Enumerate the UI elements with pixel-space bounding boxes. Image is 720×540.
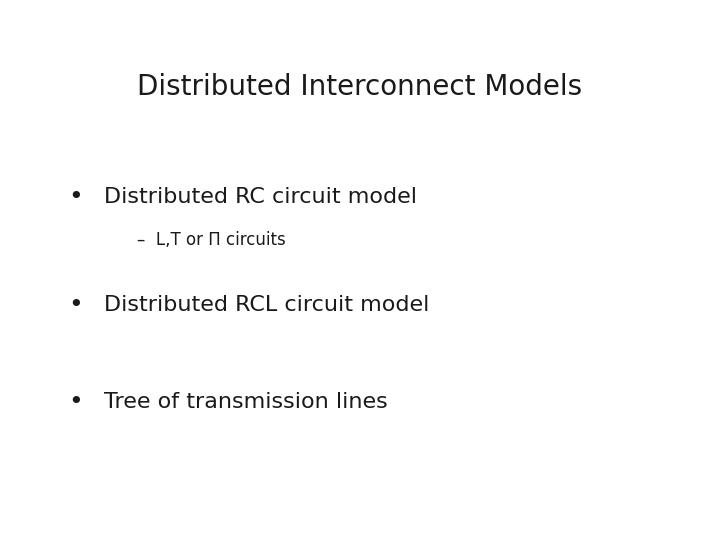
Text: Tree of transmission lines: Tree of transmission lines [104,392,388,413]
Text: •: • [68,185,83,209]
Text: Distributed RCL circuit model: Distributed RCL circuit model [104,295,430,315]
Text: •: • [68,390,83,414]
Text: •: • [68,293,83,317]
Text: Distributed Interconnect Models: Distributed Interconnect Models [138,73,582,101]
Text: –  L,T or Π circuits: – L,T or Π circuits [137,231,286,249]
Text: Distributed RC circuit model: Distributed RC circuit model [104,187,418,207]
